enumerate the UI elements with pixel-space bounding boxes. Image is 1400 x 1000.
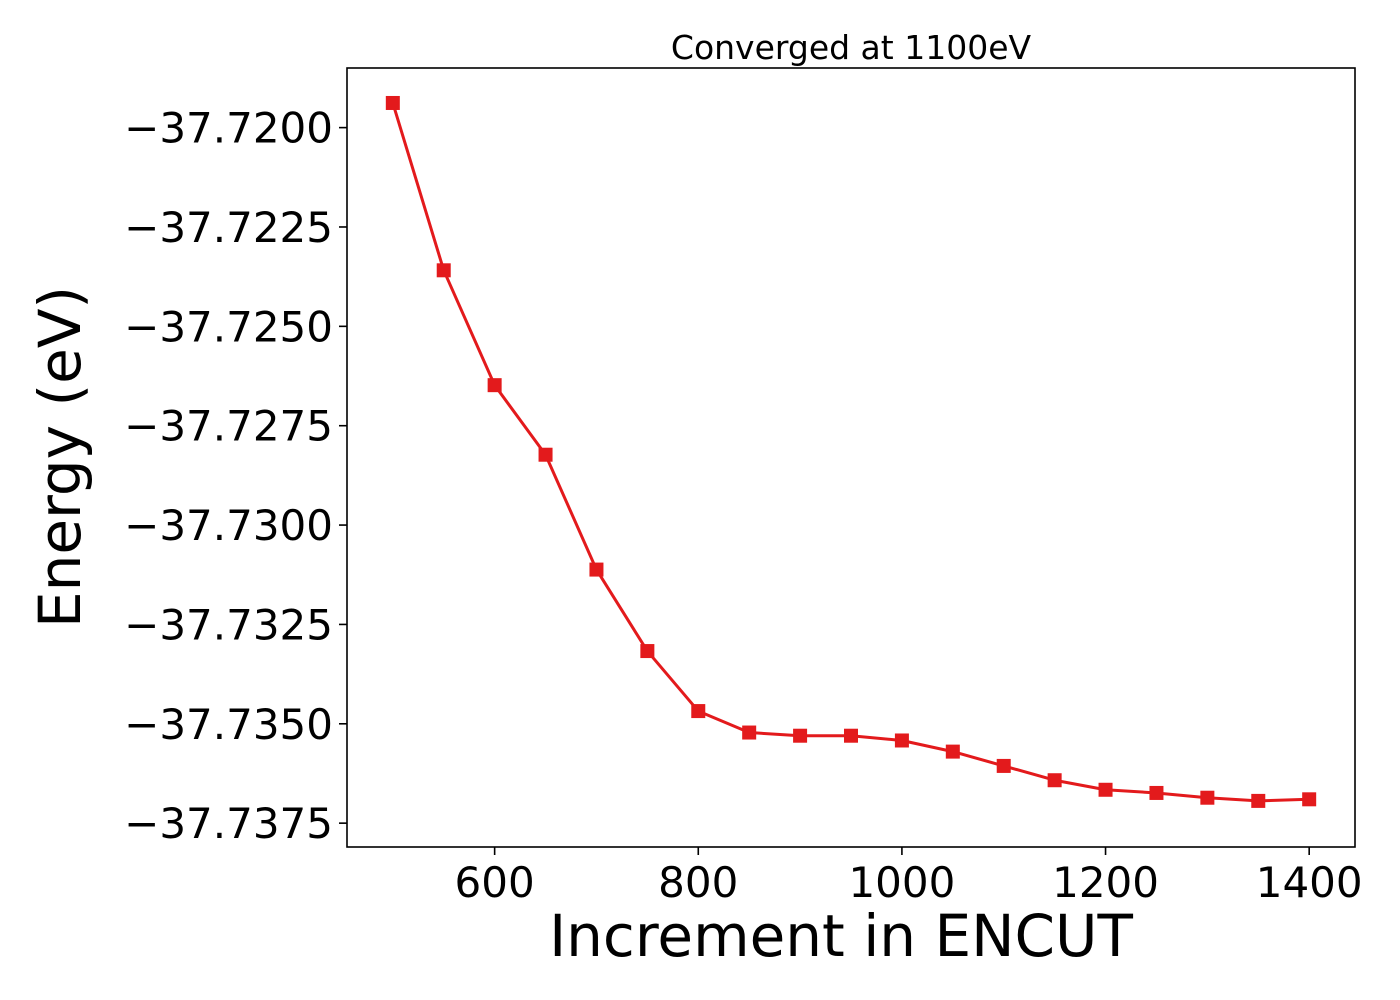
data-point-marker [640, 644, 655, 659]
y-tick-label: −37.7275 [124, 402, 333, 451]
data-point-marker [1251, 793, 1266, 808]
data-point-marker [793, 728, 808, 743]
y-tick-label: −37.7300 [124, 501, 333, 550]
data-point-marker [1098, 782, 1113, 797]
x-tick-label: 1200 [1052, 858, 1159, 907]
data-point-marker [945, 744, 960, 759]
x-tick-label: 800 [658, 858, 738, 907]
x-axis-ticks: 600 800 1000 1200 1400 [455, 847, 1363, 907]
x-axis-label: Increment in ENCUT [549, 902, 1133, 970]
axes-frame [346, 67, 1356, 848]
x-tick-label: 1000 [848, 858, 955, 907]
data-point-marker [538, 447, 553, 462]
y-tick-label: −37.7200 [124, 104, 333, 153]
x-tick-label: 1400 [1256, 858, 1363, 907]
y-tick-label: −37.7325 [124, 600, 333, 649]
data-point-marker [742, 725, 757, 740]
chart-title: Converged at 1100eV [671, 28, 1032, 67]
y-tick-label: −37.7250 [124, 302, 333, 351]
y-axis-ticks: −37.7200 −37.7225 −37.7250 −37.7275 −37.7300… [124, 104, 347, 848]
x-tick-label: 600 [455, 858, 535, 907]
data-point-marker [844, 728, 858, 743]
y-axis-label: Energy (eV) [26, 286, 94, 628]
data-point-marker [996, 758, 1011, 773]
series-layer [385, 95, 1317, 808]
data-point-marker [1302, 792, 1317, 807]
data-point-marker [436, 263, 451, 278]
data-point-marker [385, 95, 400, 110]
data-point-marker [589, 562, 604, 577]
data-point-marker [1047, 773, 1062, 788]
data-point-marker [487, 378, 502, 393]
y-tick-label: −37.7225 [124, 203, 333, 252]
data-point-marker [1149, 785, 1164, 800]
y-tick-label: −37.7350 [124, 700, 333, 749]
y-tick-label: −37.7375 [124, 799, 333, 848]
data-point-marker [1200, 790, 1215, 805]
data-point-marker [691, 704, 706, 719]
plot-area [346, 67, 1356, 848]
data-point-marker [894, 733, 909, 748]
